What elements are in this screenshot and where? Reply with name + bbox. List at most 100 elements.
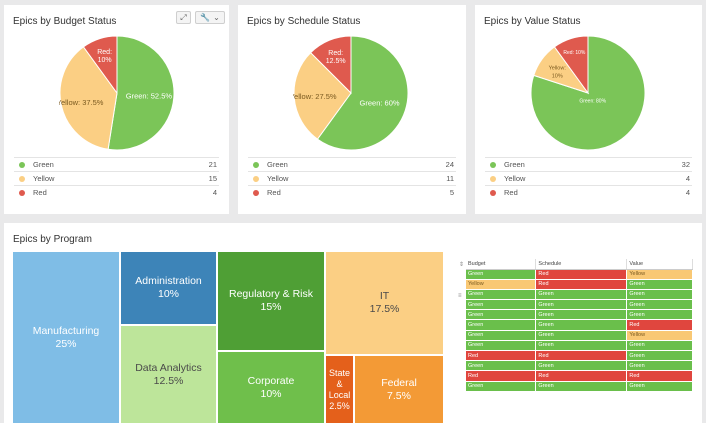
settings-dropdown-button[interactable]: 🔧 ⌄ <box>195 11 225 24</box>
legend-label: Red <box>33 188 47 197</box>
table-cell: Green <box>626 360 693 372</box>
treemap-cell-federal[interactable]: Federal 7.5% <box>355 356 443 423</box>
table-cell: Green <box>535 330 628 341</box>
treemap-cell-corporate[interactable]: Corporate 10% <box>218 352 324 423</box>
table-cell: Red <box>466 350 537 362</box>
legend-count: 5 <box>449 188 454 197</box>
card-title: Epics by Budget Status <box>13 16 117 27</box>
legend-label: Red <box>504 188 518 197</box>
legend-label: Yellow <box>33 174 55 183</box>
table-cell: Green <box>466 289 537 301</box>
treemap-value: 17.5% <box>369 303 400 315</box>
legend-item-red[interactable]: Red 4 <box>14 185 219 199</box>
sort-marker-icon[interactable]: ⇕ <box>459 262 465 268</box>
table-row[interactable]: Yellow Red Green <box>466 279 693 290</box>
grid-column-budget[interactable]: Budget <box>466 259 537 270</box>
table-cell: Green <box>535 381 628 392</box>
legend-item-red[interactable]: Red 4 <box>485 185 692 199</box>
legend-dot-icon <box>253 189 259 196</box>
table-cell: Green <box>535 340 628 352</box>
pie-slice-label: Green: 60% <box>360 98 400 107</box>
treemap-label: Local <box>328 389 351 400</box>
legend-label: Yellow <box>504 174 526 183</box>
treemap-cell-it[interactable]: IT 17.5% <box>326 252 443 354</box>
table-row[interactable]: Green Green Green <box>466 340 693 352</box>
table-cell: Green <box>466 319 537 331</box>
pie-slice-red[interactable] <box>82 35 118 95</box>
pie-slice-green[interactable] <box>530 35 646 151</box>
treemap-cell-regulatory-risk[interactable]: Regulatory & Risk 15% <box>218 252 324 350</box>
table-row[interactable]: Green Green Green <box>466 289 693 301</box>
table-row[interactable]: Red Red Green <box>466 350 693 362</box>
pie-slice-yellow[interactable] <box>293 51 352 140</box>
card-title: Epics by Schedule Status <box>247 16 361 27</box>
treemap-value: 12.5% <box>153 374 184 387</box>
row-expand-icon[interactable]: ≡ <box>458 293 462 299</box>
legend-dot-icon <box>490 189 496 196</box>
grid-column-schedule[interactable]: Schedule <box>535 259 628 270</box>
legend-count: 4 <box>685 188 690 197</box>
table-cell: Red <box>626 370 693 382</box>
treemap-label: Administration <box>135 275 202 287</box>
legend-count: 4 <box>685 174 690 183</box>
treemap-label: IT <box>379 290 390 302</box>
grid-column-value[interactable]: Value <box>626 259 693 270</box>
legend-count: 4 <box>212 188 217 197</box>
table-row[interactable]: Green Red Yellow <box>466 269 693 280</box>
table-row[interactable]: Green Green Green <box>466 360 693 372</box>
table-cell: Green <box>626 299 693 311</box>
table-cell: Yellow <box>466 279 537 290</box>
legend-dot-icon <box>490 161 496 168</box>
legend-item-red[interactable]: Red 5 <box>248 185 456 199</box>
expand-button[interactable]: ⤢ <box>176 11 191 24</box>
legend-item-green[interactable]: Green 32 <box>485 157 692 171</box>
legend-item-green[interactable]: Green 24 <box>248 157 456 171</box>
table-cell: Green <box>466 340 537 352</box>
treemap-cell-manufacturing[interactable]: Manufacturing 25% <box>13 252 119 423</box>
table-row[interactable]: Green Green Green <box>466 381 693 392</box>
table-cell: Red <box>626 319 693 331</box>
legend-dot-icon <box>253 175 259 182</box>
table-row[interactable]: Green Green Yellow <box>466 330 693 341</box>
pie-slice-red[interactable] <box>553 35 589 95</box>
pie-slice-green[interactable] <box>316 35 409 151</box>
table-cell: Green <box>466 360 537 372</box>
value-pie-chart[interactable]: Green: 80% Yellow: 10% Red: 10% <box>530 35 646 151</box>
legend-dot-icon <box>253 161 259 168</box>
treemap-cell-data-analytics[interactable]: Data Analytics 12.5% <box>121 326 216 423</box>
legend-dot-icon <box>19 161 25 168</box>
legend-count: 21 <box>208 160 217 169</box>
legend-dot-icon <box>490 175 496 182</box>
treemap-value: 2.5% <box>329 400 350 411</box>
table-row[interactable]: Green Green Green <box>466 299 693 311</box>
grid-body: Green Red Yellow Yellow Red Green Green Green Gr… <box>466 269 693 392</box>
treemap-cell-administration[interactable]: Administration 10% <box>121 252 216 324</box>
legend-label: Green <box>33 160 54 169</box>
table-row[interactable]: Red Red Red <box>466 370 693 382</box>
schedule-pie-chart[interactable]: Green: 60% Yellow: 27.5% Red: 12.5% <box>293 35 409 151</box>
pie-slice-green[interactable] <box>107 35 175 151</box>
table-row[interactable]: Green Green Red <box>466 319 693 331</box>
pie-slice-yellow[interactable] <box>59 46 118 150</box>
legend-item-green[interactable]: Green 21 <box>14 157 219 171</box>
legend-label: Red <box>267 188 281 197</box>
pie-slice-label: Yellow: 10% <box>549 66 567 80</box>
legend-count: 15 <box>208 174 217 183</box>
table-cell: Green <box>626 340 693 352</box>
pie-slice-red[interactable] <box>309 35 352 95</box>
table-cell: Green <box>535 289 628 301</box>
budget-pie-chart[interactable]: Green: 52.5% Yellow: 37.5% Red: 10% <box>59 35 175 151</box>
legend-item-yellow[interactable]: Yellow 11 <box>248 171 456 185</box>
treemap-cell-state-local[interactable]: State & Local 2.5% <box>326 356 353 423</box>
budget-status-card: Epics by Budget Status ⤢ 🔧 ⌄ Green: 52.5… <box>4 5 229 214</box>
schedule-legend: Green 24 Yellow 11 Red 5 <box>248 157 456 199</box>
table-row[interactable]: Green Green Green <box>466 309 693 321</box>
pie-slice-label: Green: 52.5% <box>126 92 173 101</box>
table-cell: Red <box>535 370 628 382</box>
legend-item-yellow[interactable]: Yellow 15 <box>14 171 219 185</box>
grid-header-row: Budget Schedule Value <box>466 259 693 270</box>
legend-item-yellow[interactable]: Yellow 4 <box>485 171 692 185</box>
budget-legend: Green 21 Yellow 15 Red 4 <box>14 157 219 199</box>
treemap-label: Manufacturing <box>32 324 100 337</box>
pie-slice-label: Red: 10% <box>563 50 586 56</box>
